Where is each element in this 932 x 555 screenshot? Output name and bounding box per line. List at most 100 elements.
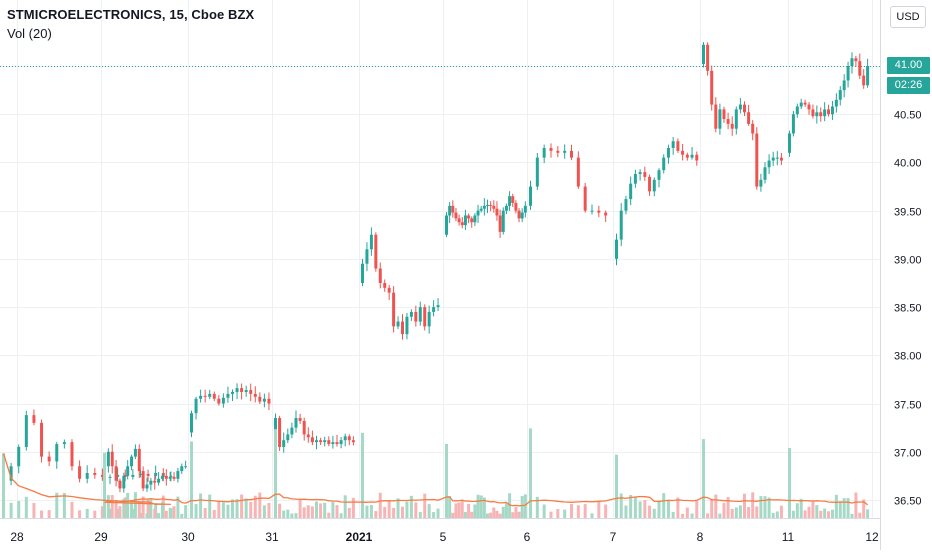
volume-bar: [652, 508, 656, 518]
volume-bar: [807, 506, 811, 518]
candle-body: [511, 196, 515, 203]
x-tick-label: 8: [697, 530, 704, 544]
candle-body: [114, 466, 118, 481]
volume-bar: [771, 513, 775, 518]
volume-bar: [168, 507, 172, 518]
volume-bar: [302, 507, 306, 518]
candle-body: [473, 215, 477, 223]
volume-bar: [235, 499, 239, 518]
candle-body: [378, 268, 382, 283]
candle-body: [208, 393, 212, 397]
volume-bar: [535, 496, 539, 518]
candle-body: [858, 61, 862, 76]
candle-body: [176, 471, 180, 479]
volume-indicator-label[interactable]: Vol (20): [7, 26, 52, 41]
volume-bar: [290, 513, 294, 518]
x-tick-label: 5: [440, 530, 447, 544]
volume-bar: [489, 512, 493, 518]
volume-bar: [116, 508, 120, 518]
volume-bar: [834, 494, 838, 518]
volume-bar: [629, 494, 633, 518]
candle-body: [479, 208, 483, 211]
candle-body: [282, 440, 286, 447]
candle-body: [116, 474, 120, 477]
volume-bar: [122, 498, 126, 518]
volume-bar: [365, 505, 369, 518]
candle-body: [153, 480, 157, 483]
candle-body: [463, 215, 467, 226]
candle-body: [267, 398, 271, 404]
candle-body: [70, 442, 74, 467]
candle-body: [730, 123, 734, 129]
volume-bar: [199, 493, 203, 518]
candle-body: [274, 418, 277, 438]
symbol-title[interactable]: STMICROELECTRONICS, 15, Cboe BZX: [7, 7, 255, 22]
volume-bar: [244, 498, 248, 518]
volume-bar: [811, 500, 815, 518]
candle-body: [226, 393, 230, 398]
candle-body: [492, 205, 496, 209]
candle-body: [685, 154, 689, 158]
candle-body: [108, 476, 112, 478]
volume-bar: [714, 494, 718, 518]
volume-bar: [267, 502, 271, 518]
volume-bar: [830, 509, 834, 518]
volume-bar: [495, 510, 499, 518]
volume-bar: [467, 503, 471, 518]
volume-bar: [278, 503, 282, 518]
candle-body: [249, 390, 253, 394]
volume-bar: [657, 500, 661, 518]
candle-body: [392, 292, 396, 327]
candle-body: [122, 475, 126, 489]
volume-bar: [298, 499, 302, 518]
candle-body: [482, 205, 486, 209]
candle-body: [827, 109, 831, 115]
volume-bar: [722, 502, 726, 518]
candle-body: [504, 205, 508, 211]
volume-bar: [327, 512, 331, 518]
volume-bar: [114, 501, 118, 518]
currency-button[interactable]: USD: [890, 6, 926, 28]
volume-bar: [217, 500, 221, 518]
candle-body: [244, 390, 248, 392]
candle-body: [823, 109, 827, 117]
volume-bar: [118, 506, 122, 518]
volume-bar: [392, 507, 396, 518]
volume-bar: [695, 500, 699, 518]
volume-bar: [501, 506, 505, 518]
volume-bar: [176, 496, 180, 518]
candle-body: [788, 133, 791, 153]
candle-body: [690, 154, 694, 158]
candle-body: [535, 157, 539, 187]
volume-bar: [180, 513, 184, 518]
volume-bar: [520, 496, 524, 518]
volume-bar: [323, 502, 327, 518]
volume-bar: [387, 500, 391, 518]
candle-body: [489, 204, 493, 206]
candle-body: [811, 109, 815, 117]
volume-bar: [448, 496, 452, 518]
candle-body: [184, 466, 188, 468]
volume-bar: [702, 439, 705, 518]
candle-body: [854, 58, 858, 62]
candle-body: [383, 283, 387, 288]
candle-body: [676, 141, 680, 151]
y-tick-label: 38.00: [894, 351, 922, 363]
candles-group: [2, 42, 870, 493]
candle-body: [339, 440, 343, 445]
candle-body: [161, 472, 165, 477]
candle-body: [190, 413, 193, 433]
volume-bar: [436, 508, 440, 518]
candle-body: [695, 154, 699, 161]
candle-body: [100, 474, 104, 477]
volume-bar: [517, 511, 521, 518]
candle-body: [454, 212, 458, 219]
chart-legend: STMICROELECTRONICS, 15, Cboe BZX Vol (20…: [7, 7, 254, 41]
candle-body: [734, 109, 738, 129]
volume-bar: [409, 495, 413, 518]
candle-body: [231, 391, 234, 394]
candle-body: [17, 446, 21, 467]
volume-bar: [85, 508, 89, 518]
